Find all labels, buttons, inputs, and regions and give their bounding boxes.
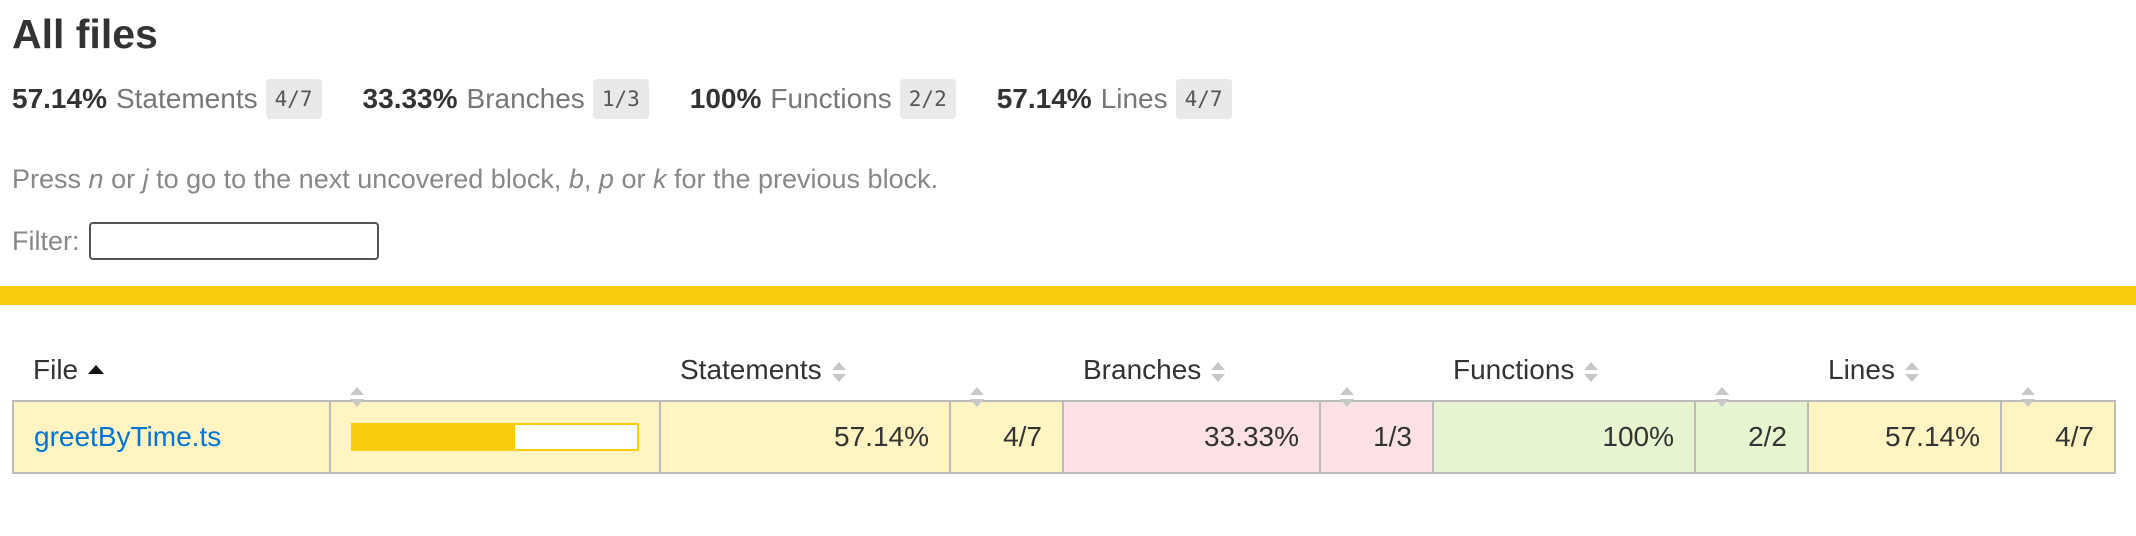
functions-percent: 100%	[689, 83, 762, 114]
hint-text: or	[613, 164, 653, 194]
hint-text: or	[103, 164, 143, 194]
hint-text: ,	[583, 164, 599, 194]
statements-fraction-cell: 4/7	[949, 400, 1064, 474]
lines-header-label: Lines	[1828, 354, 1895, 385]
statements-percent: 57.14%	[12, 83, 107, 114]
column-header-file[interactable]: File	[13, 340, 330, 401]
file-header-label: File	[33, 354, 79, 385]
coverage-progress-bar	[351, 423, 639, 451]
hint-text: Press	[12, 164, 89, 194]
filter-input[interactable]	[88, 222, 379, 260]
column-header-branches[interactable]: Branches	[1063, 340, 1320, 401]
functions-header-label: Functions	[1453, 354, 1575, 385]
keyboard-hint: Press n or j to go to the next uncovered…	[12, 162, 938, 196]
lines-percent: 57.14%	[996, 83, 1092, 114]
table-row: greetByTime.ts 57.14% 4/7 33.33% 1/3 100…	[12, 400, 2116, 474]
hint-key-p: p	[598, 164, 614, 194]
column-header-functions[interactable]: Functions	[1433, 340, 1695, 401]
sort-icon	[1340, 386, 1354, 407]
branches-label: Branches	[466, 83, 585, 114]
coverage-table: File Statements Branches Functions Lines…	[12, 340, 2116, 474]
hint-key-k: k	[652, 164, 667, 194]
branches-fraction-cell: 1/3	[1319, 400, 1434, 474]
status-bar-strip	[0, 286, 2136, 305]
sort-ascending-icon	[88, 365, 105, 375]
statements-label: Statements	[115, 83, 258, 114]
table-header-row: File Statements Branches Functions Lines	[13, 340, 2115, 407]
sort-icon	[970, 386, 984, 407]
functions-percent-cell: 100%	[1432, 400, 1696, 474]
branches-percent-cell: 33.33%	[1062, 400, 1321, 474]
coverage-summary: 57.14% Statements 4/7 33.33% Branches 1/…	[12, 78, 1273, 120]
lines-fraction: 4/7	[1175, 79, 1232, 119]
hint-key-b: b	[568, 164, 584, 194]
hint-key-n: n	[88, 164, 104, 194]
summary-functions: 100% Functions 2/2	[690, 79, 956, 119]
sort-icon	[2021, 386, 2035, 407]
lines-label: Lines	[1100, 83, 1168, 114]
page-title: All files	[12, 11, 158, 57]
functions-label: Functions	[770, 83, 892, 114]
coverage-bar-cell	[329, 400, 661, 474]
hint-key-j: j	[142, 164, 149, 194]
branches-percent: 33.33%	[362, 83, 458, 114]
statements-fraction: 4/7	[265, 79, 322, 119]
sort-icon	[1211, 361, 1226, 382]
filter-label: Filter:	[12, 225, 80, 256]
branches-header-label: Branches	[1083, 354, 1202, 385]
coverage-progress-fill	[353, 425, 516, 449]
lines-percent-cell: 57.14%	[1807, 400, 2002, 474]
hint-text: for the previous block.	[666, 164, 939, 194]
column-header-statements-raw[interactable]	[950, 340, 1063, 407]
hint-text: to go to the next uncovered block,	[148, 164, 569, 194]
column-header-file-bar[interactable]	[330, 340, 660, 407]
functions-fraction: 2/2	[899, 79, 956, 119]
column-header-lines[interactable]: Lines	[1808, 340, 2001, 401]
summary-lines: 57.14% Lines 4/7	[997, 79, 1232, 119]
sort-icon	[1715, 386, 1729, 407]
statements-header-label: Statements	[680, 354, 822, 385]
sort-icon	[831, 361, 846, 382]
filter-row: Filter:	[12, 222, 379, 260]
sort-icon	[1584, 361, 1599, 382]
file-cell: greetByTime.ts	[12, 400, 331, 474]
file-link[interactable]: greetByTime.ts	[34, 421, 222, 452]
summary-branches: 33.33% Branches 1/3	[363, 79, 649, 119]
column-header-branches-raw[interactable]	[1320, 340, 1433, 407]
sort-icon	[350, 386, 364, 407]
functions-fraction-cell: 2/2	[1694, 400, 1809, 474]
branches-fraction: 1/3	[592, 79, 649, 119]
column-header-statements[interactable]: Statements	[660, 340, 950, 401]
statements-percent-cell: 57.14%	[659, 400, 951, 474]
summary-statements: 57.14% Statements 4/7	[12, 79, 322, 119]
lines-fraction-cell: 4/7	[2000, 400, 2116, 474]
sort-icon	[1904, 361, 1919, 382]
column-header-functions-raw[interactable]	[1695, 340, 1808, 407]
column-header-lines-raw[interactable]	[2001, 340, 2115, 407]
